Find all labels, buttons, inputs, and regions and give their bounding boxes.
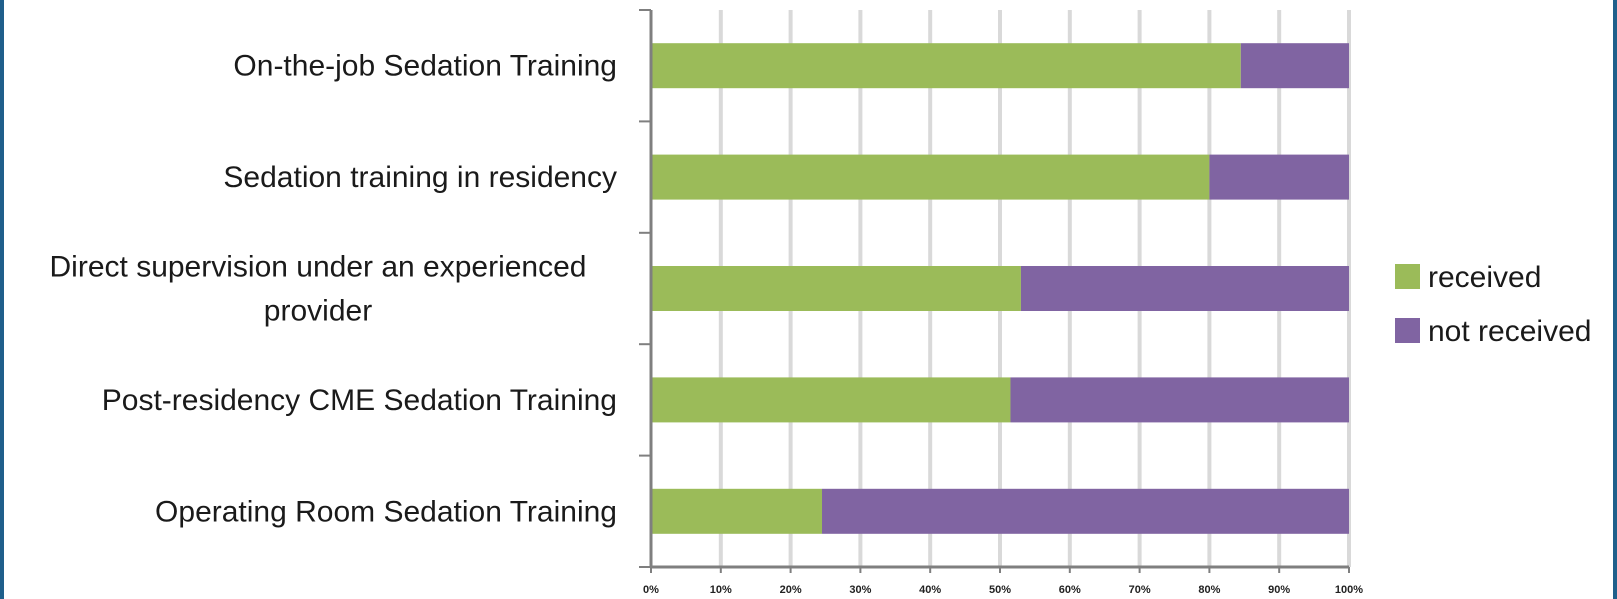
bar-received: [651, 377, 1011, 423]
category-label: Direct supervision under an experienced p…: [50, 251, 587, 328]
bar-not-received: [822, 488, 1349, 534]
legend-swatch: [1395, 264, 1420, 289]
bar-not-received: [1010, 377, 1349, 423]
legend-swatch: [1395, 318, 1420, 343]
category-label: Operating Room Sedation Training: [155, 495, 617, 528]
x-tick-label: 20%: [780, 584, 802, 596]
x-tick-label: 0%: [643, 584, 659, 596]
x-tick-label: 10%: [710, 584, 732, 596]
legend-label: received: [1428, 261, 1541, 294]
bar-received: [651, 488, 823, 534]
x-tick-label: 90%: [1268, 584, 1290, 596]
bar-not-received: [1240, 43, 1349, 89]
legend-label: not received: [1428, 315, 1591, 348]
category-label: Post-residency CME Sedation Training: [102, 384, 617, 417]
x-tick-label: 80%: [1198, 584, 1220, 596]
bar-received: [651, 154, 1210, 200]
category-label: On-the-job Sedation Training: [233, 50, 617, 83]
x-tick-label: 100%: [1335, 584, 1363, 596]
x-tick-label: 40%: [919, 584, 941, 596]
x-tick-label: 30%: [849, 584, 871, 596]
category-label: Sedation training in residency: [223, 161, 617, 194]
x-tick-label: 50%: [989, 584, 1011, 596]
bar-received: [651, 266, 1021, 311]
bar-not-received: [1209, 154, 1349, 200]
bar-not-received: [1020, 266, 1349, 311]
x-tick-label: 70%: [1129, 584, 1151, 596]
stacked-bar-chart: On-the-job Sedation Training Sedation tra…: [50, 9, 1591, 596]
bar-received: [651, 43, 1241, 89]
x-tick-label: 60%: [1059, 584, 1081, 596]
